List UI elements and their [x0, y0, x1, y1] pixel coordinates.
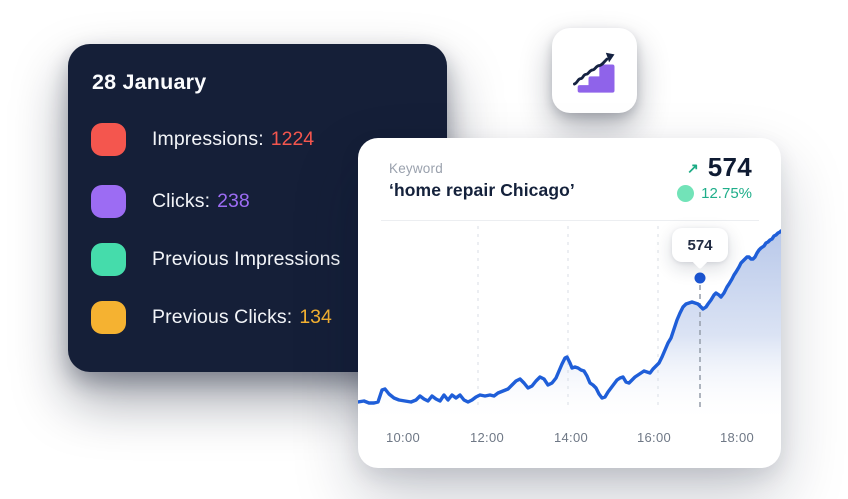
change-dot-icon: [677, 185, 695, 203]
x-tick-label: 12:00: [469, 430, 505, 445]
value-tooltip: 574: [672, 228, 728, 262]
growth-chart-icon: [572, 52, 614, 93]
x-axis: 10:00 12:00 14:00 16:00 18:00: [358, 430, 781, 450]
legend-label: Previous Impressions: [152, 248, 341, 270]
legend-row-clicks: Clicks: 238: [91, 185, 250, 218]
growth-icon-card: [552, 28, 637, 113]
legend-row-previous-clicks: Previous Clicks: 134: [91, 301, 332, 334]
trend-arrow-curve: [572, 57, 608, 85]
clicks-swatch: [91, 185, 126, 218]
metric-change-row: 12.75%: [677, 185, 752, 203]
trend-up-arrow-icon: ↗: [686, 159, 699, 176]
trend-line: [358, 229, 781, 405]
x-tick-label: 18:00: [719, 430, 755, 445]
legend-value: 134: [299, 306, 332, 328]
keyword-value: ‘home repair Chicago’: [389, 180, 575, 200]
trend-arrowhead: [605, 52, 614, 62]
legend-label: Previous Clicks:: [152, 306, 293, 328]
previous-impressions-swatch: [91, 243, 126, 276]
date-title: 28 January: [92, 70, 207, 94]
metric-value: 574: [707, 152, 752, 182]
x-tick-label: 10:00: [385, 430, 421, 445]
legend-value: 1224: [270, 128, 315, 150]
legend-row-previous-impressions: Previous Impressions: [91, 243, 347, 276]
x-tick-label: 14:00: [553, 430, 589, 445]
impressions-swatch: [91, 123, 126, 156]
legend-value: 238: [217, 190, 250, 212]
legend-label: Clicks:: [152, 190, 211, 212]
change-percent: 12.75%: [701, 185, 752, 203]
area-fill: [358, 231, 781, 423]
metric-top-row: ↗ 574: [677, 152, 752, 182]
keyword-chart-card: Keyword ‘home repair Chicago’ ↗ 574 12.7…: [358, 138, 781, 468]
stairs-shape: [577, 64, 614, 93]
x-tick-label: 16:00: [636, 430, 672, 445]
metric-block: ↗ 574 12.75%: [677, 152, 752, 203]
impressions-area-chart[interactable]: [358, 138, 781, 468]
legend-label: Impressions:: [152, 128, 264, 150]
tooltip-value: 574: [687, 236, 713, 254]
marker-dot[interactable]: [694, 272, 706, 284]
previous-clicks-swatch: [91, 301, 126, 334]
legend-row-impressions: Impressions: 1224: [91, 123, 314, 156]
header-divider: [381, 220, 759, 221]
keyword-field-label: Keyword: [389, 161, 443, 176]
